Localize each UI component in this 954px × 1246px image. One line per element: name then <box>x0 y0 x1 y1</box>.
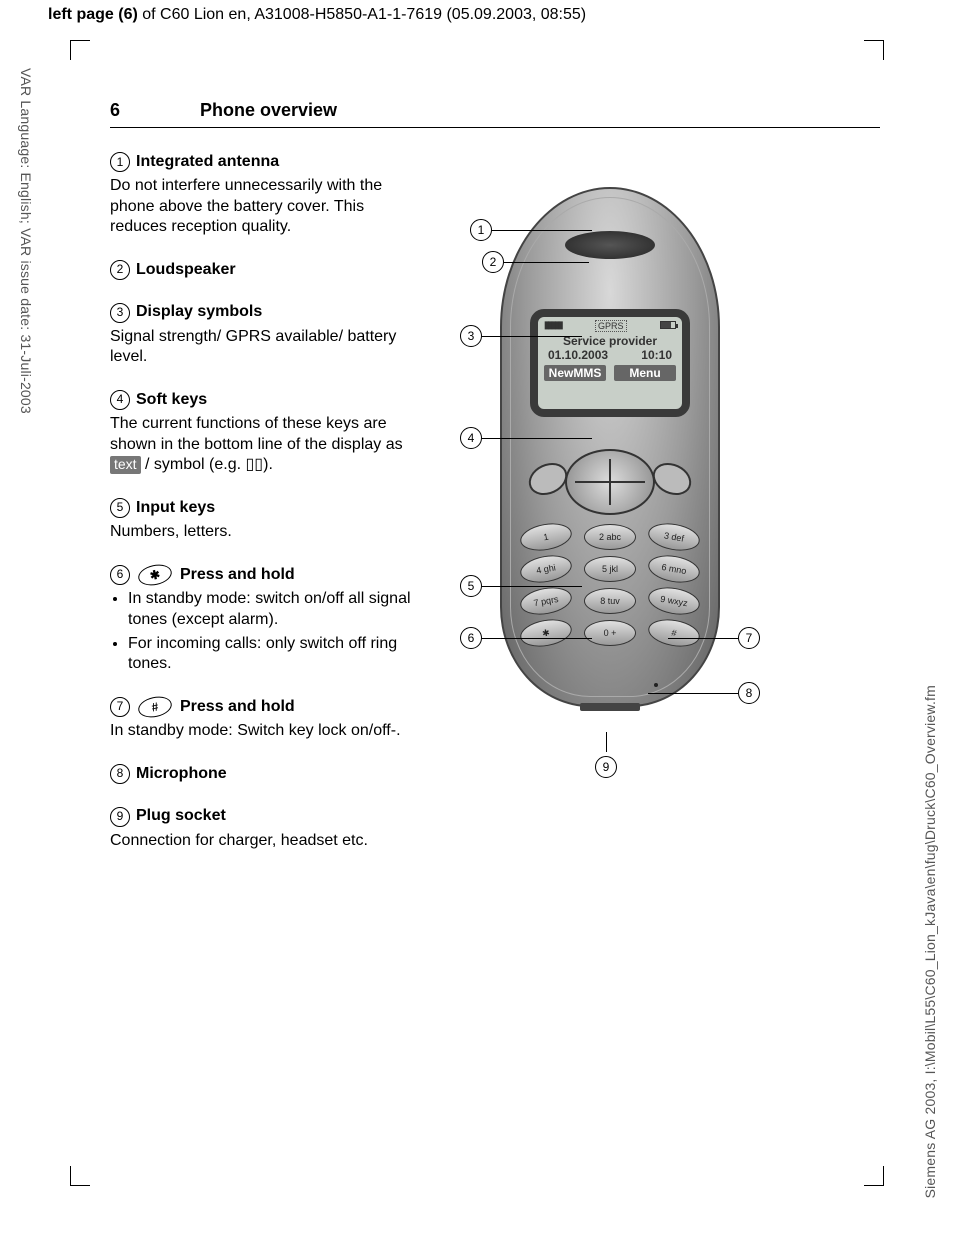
hash-key-icon: # <box>136 694 173 721</box>
item-num: 8 <box>110 764 130 784</box>
crop-mark <box>864 40 884 60</box>
crop-mark <box>70 1166 90 1186</box>
callout-3: 3 <box>460 325 582 347</box>
softkey-right: Menu <box>614 365 676 381</box>
date-label: 01.10.2003 <box>548 348 608 362</box>
item-num: 4 <box>110 390 130 410</box>
item-title: Display symbols <box>136 302 262 322</box>
callout-1: 1 <box>470 219 592 241</box>
page-body: 6 Phone overview 1 Integrated antenna Do… <box>110 100 880 873</box>
crop-mark <box>70 40 90 60</box>
crop-mark <box>864 1166 884 1186</box>
item-num: 5 <box>110 498 130 518</box>
page-number: 6 <box>110 100 200 121</box>
item-body: In standby mode: Switch key lock on/off-… <box>110 721 420 741</box>
time-label: 10:10 <box>641 348 672 362</box>
key-1: 1 <box>518 520 574 555</box>
key-3: 3 def <box>646 520 702 555</box>
item-title: Press and hold <box>180 697 295 717</box>
item-num: 9 <box>110 807 130 827</box>
key-8: 8 tuv <box>584 588 636 614</box>
doc-header: left page (6) of C60 Lion en, A31008-H58… <box>48 6 586 24</box>
item-num: 2 <box>110 260 130 280</box>
item-8: 8 Microphone <box>110 764 420 784</box>
item-title: Loudspeaker <box>136 260 236 280</box>
text-chip: text <box>110 456 141 474</box>
item-body: Signal strength/ GPRS available/ battery… <box>110 327 420 368</box>
callout-2: 2 <box>482 251 589 273</box>
star-key-icon: ✱ <box>136 561 173 588</box>
phone-illustration: ▮▮▮▮▮ GPRS Service provider 01.10.2003 1… <box>500 187 720 707</box>
callout-9: 9 <box>595 732 617 778</box>
item-title: Soft keys <box>136 390 207 410</box>
item-title: Integrated antenna <box>136 152 279 172</box>
callout-7: 7 <box>668 627 760 649</box>
item-title: Plug socket <box>136 806 226 826</box>
item-body: The current functions of these keys are … <box>110 414 420 475</box>
item-num: 7 <box>110 697 130 717</box>
item-1: 1 Integrated antenna Do not interfere un… <box>110 152 420 238</box>
item-num: 6 <box>110 565 130 585</box>
item-title: Press and hold <box>180 565 295 585</box>
item-title: Input keys <box>136 498 215 518</box>
item-num: 1 <box>110 152 130 172</box>
page-header: 6 Phone overview <box>110 100 880 128</box>
item-title: Microphone <box>136 764 227 784</box>
item-4: 4 Soft keys The current functions of the… <box>110 390 420 476</box>
left-column: 1 Integrated antenna Do not interfere un… <box>110 152 420 873</box>
callout-8: 8 <box>648 682 760 704</box>
callout-6: 6 <box>460 627 592 649</box>
key-2: 2 abc <box>584 524 636 550</box>
item-9: 9 Plug socket Connection for charger, he… <box>110 806 420 851</box>
gprs-badge: GPRS <box>595 320 627 332</box>
battery-icon <box>660 321 676 329</box>
side-note-left: VAR Language: English; VAR issue date: 3… <box>18 68 34 414</box>
key-6: 6 mno <box>646 552 702 587</box>
item-num: 3 <box>110 303 130 323</box>
item-3: 3 Display symbols Signal strength/ GPRS … <box>110 302 420 367</box>
page-title: Phone overview <box>200 100 337 121</box>
callout-4: 4 <box>460 427 592 449</box>
right-column: ▮▮▮▮▮ GPRS Service provider 01.10.2003 1… <box>440 152 880 873</box>
dpad-icon <box>565 449 655 515</box>
callout-5: 5 <box>460 575 582 597</box>
item-6: 6 ✱ Press and hold In standby mode: swit… <box>110 565 420 675</box>
item-body: Connection for charger, headset etc. <box>110 831 420 851</box>
item-5: 5 Input keys Numbers, letters. <box>110 498 420 543</box>
book-icon: ▯▯ <box>246 456 264 473</box>
key-9: 9 wxyz <box>646 584 702 619</box>
item-2: 2 Loudspeaker <box>110 260 420 280</box>
softkey-left: NewMMS <box>544 365 606 381</box>
item-bullets: In standby mode: switch on/off all signa… <box>128 589 420 675</box>
item-body: Do not interfere unnecessarily with the … <box>110 176 420 237</box>
call-key-icon <box>524 457 573 501</box>
end-key-icon <box>648 457 697 501</box>
item-7: 7 # Press and hold In standby mode: Swit… <box>110 697 420 742</box>
side-note-right: Siemens AG 2003, I:\Mobil\L55\C60_Lion_k… <box>922 685 938 1198</box>
key-5: 5 jkl <box>584 556 636 582</box>
doc-header-bold: left page (6) <box>48 6 138 23</box>
item-body: Numbers, letters. <box>110 522 420 542</box>
doc-header-rest: of C60 Lion en, A31008-H5850-A1-1-7619 (… <box>138 6 586 23</box>
socket-icon <box>580 703 640 711</box>
